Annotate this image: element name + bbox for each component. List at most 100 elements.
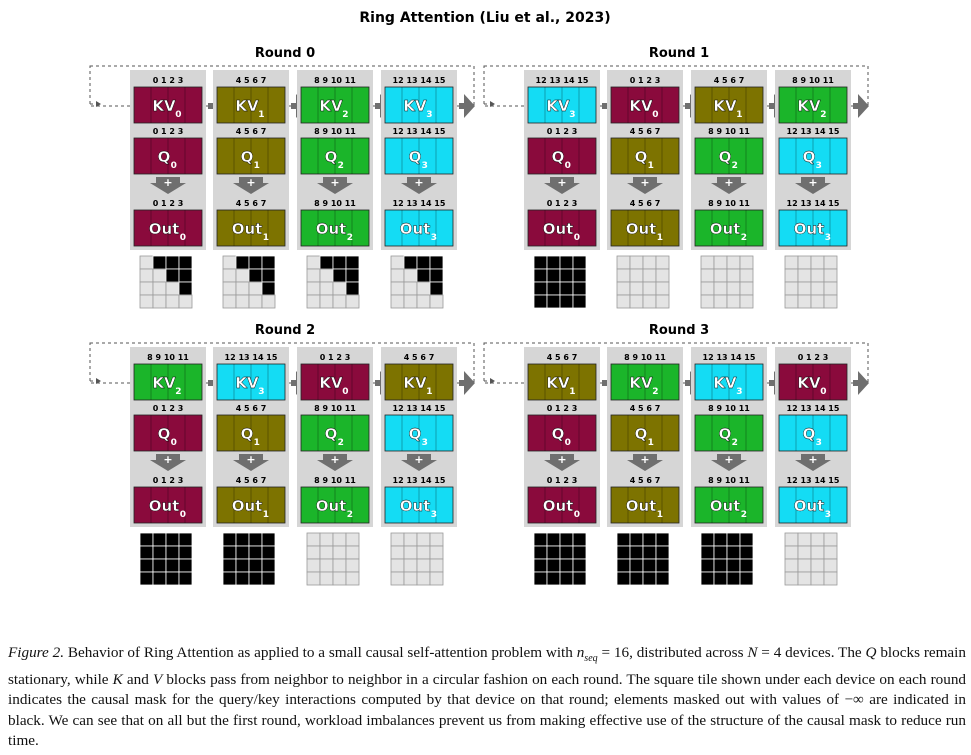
down-arrow-icon xyxy=(233,454,269,471)
mask-cell xyxy=(559,545,574,560)
mask-cell xyxy=(152,281,167,296)
q-index-label: 4 5 6 7 xyxy=(630,404,661,413)
caption-text-3: = 4 devices. The xyxy=(757,644,866,661)
out-block-bg xyxy=(694,209,764,247)
plus-symbol: + xyxy=(640,453,649,466)
kv-block-subscript: 2 xyxy=(820,110,826,120)
out-block: Out 0 xyxy=(133,209,203,247)
mask-cell xyxy=(713,268,728,283)
out-block: Out 1 xyxy=(216,486,286,524)
q-block-label: Q xyxy=(719,425,732,443)
q-block-subscript: 0 xyxy=(565,161,571,171)
out-block-label: Out xyxy=(316,497,347,515)
mask-cell xyxy=(629,255,644,270)
out-block-label: Out xyxy=(316,220,347,238)
mask-cell xyxy=(713,294,728,309)
caption-text-5: and xyxy=(122,670,153,688)
kv-block-subscript: 2 xyxy=(175,387,181,397)
kv-block-label: KV xyxy=(546,374,570,392)
mask-cell xyxy=(306,545,321,560)
out-index-label: 12 13 14 15 xyxy=(787,199,840,208)
mask-cell xyxy=(248,268,263,283)
down-arrow-icon xyxy=(544,454,580,471)
loop-arrowhead-icon xyxy=(96,101,101,107)
causal-mask-tile xyxy=(533,532,587,586)
mask-cell xyxy=(152,532,167,547)
kv-index-label: 4 5 6 7 xyxy=(547,353,578,362)
mask-cell xyxy=(319,294,334,309)
mask-cell xyxy=(429,268,444,283)
mask-cell xyxy=(306,294,321,309)
kv-block-bg xyxy=(610,86,680,124)
kv-index-label: 0 1 2 3 xyxy=(630,76,661,85)
mask-cell xyxy=(139,571,154,586)
q-index-label: 4 5 6 7 xyxy=(630,127,661,136)
mask-cell xyxy=(546,532,561,547)
kv-block: KV 1 xyxy=(384,363,454,401)
q-index-label: 12 13 14 15 xyxy=(393,127,446,136)
down-arrow-icon xyxy=(317,454,353,471)
mask-cell xyxy=(390,532,405,547)
q-block-subscript: 0 xyxy=(171,161,177,171)
mask-cell xyxy=(572,281,587,296)
mask-cell xyxy=(823,294,838,309)
mask-cell xyxy=(235,558,250,573)
q-index-label: 4 5 6 7 xyxy=(236,404,267,413)
mask-cell xyxy=(429,532,444,547)
mask-cell xyxy=(726,294,741,309)
kv-block-subscript: 1 xyxy=(736,110,742,120)
kv-block-label: KV xyxy=(235,374,259,392)
mask-cell xyxy=(222,558,237,573)
mask-cell xyxy=(390,268,405,283)
q-block-bg xyxy=(610,137,680,175)
kv-block-label: KV xyxy=(403,374,427,392)
out-block-subscript: 2 xyxy=(347,233,353,243)
mask-cell xyxy=(823,545,838,560)
mask-cell xyxy=(416,571,431,586)
out-block-label: Out xyxy=(232,220,263,238)
loop-arrowhead-icon xyxy=(490,378,495,384)
mask-cell xyxy=(165,532,180,547)
mask-cell xyxy=(642,255,657,270)
out-block-bg xyxy=(610,209,680,247)
mask-cell xyxy=(165,545,180,560)
kv-block: KV 1 xyxy=(216,86,286,124)
down-arrow-icon xyxy=(627,177,663,194)
mask-cell xyxy=(739,255,754,270)
kv-block-subscript: 3 xyxy=(569,110,575,120)
kv-index-label: 4 5 6 7 xyxy=(714,76,745,85)
out-block-label: Out xyxy=(626,497,657,515)
mask-cell xyxy=(546,558,561,573)
out-block: Out 0 xyxy=(133,486,203,524)
mask-cell xyxy=(655,281,670,296)
mask-cell xyxy=(700,558,715,573)
mask-cell xyxy=(713,558,728,573)
mask-cell xyxy=(152,268,167,283)
out-block: Out 1 xyxy=(610,486,680,524)
mask-cell xyxy=(178,268,193,283)
down-arrow-icon xyxy=(627,454,663,471)
mask-cell xyxy=(139,294,154,309)
out-block-subscript: 1 xyxy=(263,510,269,520)
out-index-label: 4 5 6 7 xyxy=(630,199,661,208)
q-block-label: Q xyxy=(552,148,565,166)
down-arrow-icon xyxy=(233,177,269,194)
mask-cell xyxy=(345,558,360,573)
mask-cell xyxy=(616,268,631,283)
mask-cell xyxy=(416,268,431,283)
mask-cell xyxy=(139,532,154,547)
mask-cell xyxy=(319,571,334,586)
q-block-subscript: 2 xyxy=(338,438,344,448)
out-index-label: 8 9 10 11 xyxy=(314,476,356,485)
mask-cell xyxy=(345,255,360,270)
plus-symbol: + xyxy=(330,453,339,466)
q-block-bg xyxy=(216,414,286,452)
out-block-subscript: 3 xyxy=(431,510,437,520)
mask-cell xyxy=(546,294,561,309)
out-block-subscript: 3 xyxy=(431,233,437,243)
